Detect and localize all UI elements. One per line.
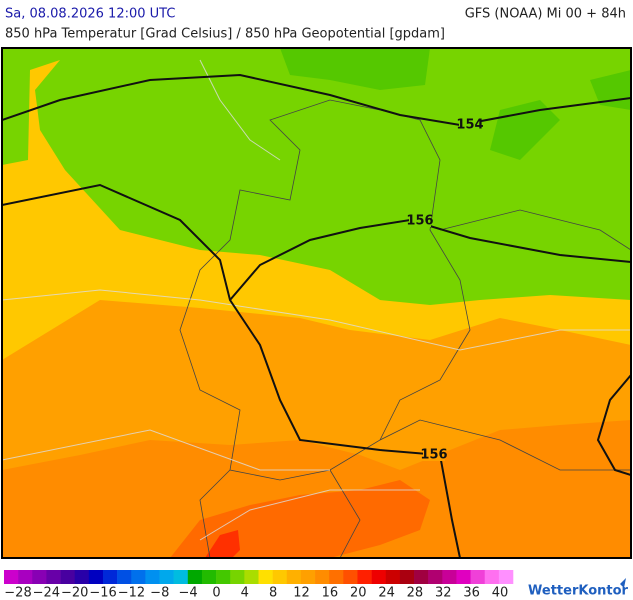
colorbar-swatch bbox=[286, 570, 302, 584]
colorbar-swatch bbox=[244, 570, 259, 584]
colorbar-swatch bbox=[456, 570, 471, 584]
colorbar-label: 20 bbox=[350, 586, 367, 600]
colorbar-swatch bbox=[315, 570, 330, 584]
colorbar-swatch bbox=[201, 570, 217, 584]
colorbar-swatch bbox=[230, 570, 245, 584]
colorbar-label: −12 bbox=[118, 586, 145, 600]
colorbar-swatch bbox=[498, 570, 514, 584]
geopotential-contours bbox=[2, 73, 631, 558]
map: 154 156 156 bbox=[1, 47, 632, 559]
colorbar-swatch bbox=[18, 570, 33, 584]
contour-label-bg bbox=[409, 215, 431, 227]
colorbar-swatch bbox=[442, 570, 457, 584]
brand-icon bbox=[620, 578, 626, 588]
colorbar-label: 36 bbox=[463, 586, 480, 600]
colorbar-swatch bbox=[187, 570, 203, 584]
colorbar-label: −20 bbox=[61, 586, 88, 600]
temp-area bbox=[205, 530, 240, 558]
isotherms bbox=[2, 59, 631, 541]
colorbar-swatch bbox=[88, 570, 104, 584]
colorbar-label: −24 bbox=[33, 586, 60, 600]
colorbar-swatch bbox=[385, 570, 401, 584]
subtitle: 850 hPa Temperatur [Grad Celsius] / 850 … bbox=[5, 27, 445, 42]
colorbar-swatch bbox=[343, 570, 358, 584]
colorbar-swatch bbox=[470, 570, 486, 584]
colorbar-label: 4 bbox=[241, 586, 249, 600]
colorbar-swatch bbox=[300, 570, 316, 584]
colorbar-label: −16 bbox=[89, 586, 116, 600]
colorbar-label: 24 bbox=[378, 586, 395, 600]
colorbar-label: −8 bbox=[150, 586, 169, 600]
colorbar-swatch bbox=[428, 570, 443, 584]
brand-logo: WetterKontor bbox=[528, 578, 629, 599]
colorbar-label: −28 bbox=[4, 586, 31, 600]
colorbar-swatch bbox=[60, 570, 75, 584]
contour-label: 154 bbox=[456, 118, 483, 133]
colorbar-swatch bbox=[102, 570, 118, 584]
colorbar-swatch bbox=[4, 570, 19, 584]
temp-area bbox=[280, 48, 631, 160]
colorbar-swatch bbox=[329, 570, 344, 584]
colorbar-label: 40 bbox=[492, 586, 509, 600]
colorbar-swatch bbox=[484, 570, 500, 584]
contour-label: 156 bbox=[406, 214, 433, 229]
colorbar-label: 0 bbox=[212, 586, 220, 600]
colorbar-swatch bbox=[159, 570, 174, 584]
colorbar-label: 12 bbox=[293, 586, 310, 600]
colorbar-label: 28 bbox=[407, 586, 424, 600]
run-time: Sa, 08.08.2026 12:00 UTC bbox=[5, 7, 175, 22]
brand: WetterKontor bbox=[528, 584, 629, 599]
colorbar-swatch bbox=[117, 570, 132, 584]
colorbar-swatch bbox=[46, 570, 61, 584]
temp-area bbox=[2, 48, 631, 305]
model-info: GFS (NOAA) Mi 00 + 84h bbox=[465, 7, 626, 22]
colorbar-swatch bbox=[371, 570, 387, 584]
contour-label-bg bbox=[459, 119, 481, 131]
colorbar-label: 16 bbox=[322, 586, 339, 600]
map-frame bbox=[1, 47, 632, 559]
contour-label-bg bbox=[423, 449, 445, 461]
colorbar-swatch bbox=[414, 570, 429, 584]
colorbar-label: 8 bbox=[269, 586, 277, 600]
colorbar-swatch bbox=[357, 570, 372, 584]
colorbar-swatch bbox=[399, 570, 415, 584]
colorbar-swatch bbox=[272, 570, 288, 584]
colorbar-label: −4 bbox=[179, 586, 198, 600]
colorbar-swatch bbox=[145, 570, 160, 584]
contour-label: 156 bbox=[420, 448, 447, 463]
temp-area bbox=[2, 420, 631, 558]
colorbar-swatch bbox=[216, 570, 231, 584]
colorbar-swatch bbox=[258, 570, 273, 584]
colorbar: −28 −24 −20 −16 −12 −8 −4 0 4 8 12 16 20 24 28 32 36 40 bbox=[4, 570, 514, 600]
colorbar-swatch bbox=[74, 570, 90, 584]
colorbar-swatch bbox=[173, 570, 189, 584]
colorbar-swatch bbox=[131, 570, 146, 584]
colorbar-swatch bbox=[32, 570, 47, 584]
colorbar-label: 32 bbox=[435, 586, 452, 600]
